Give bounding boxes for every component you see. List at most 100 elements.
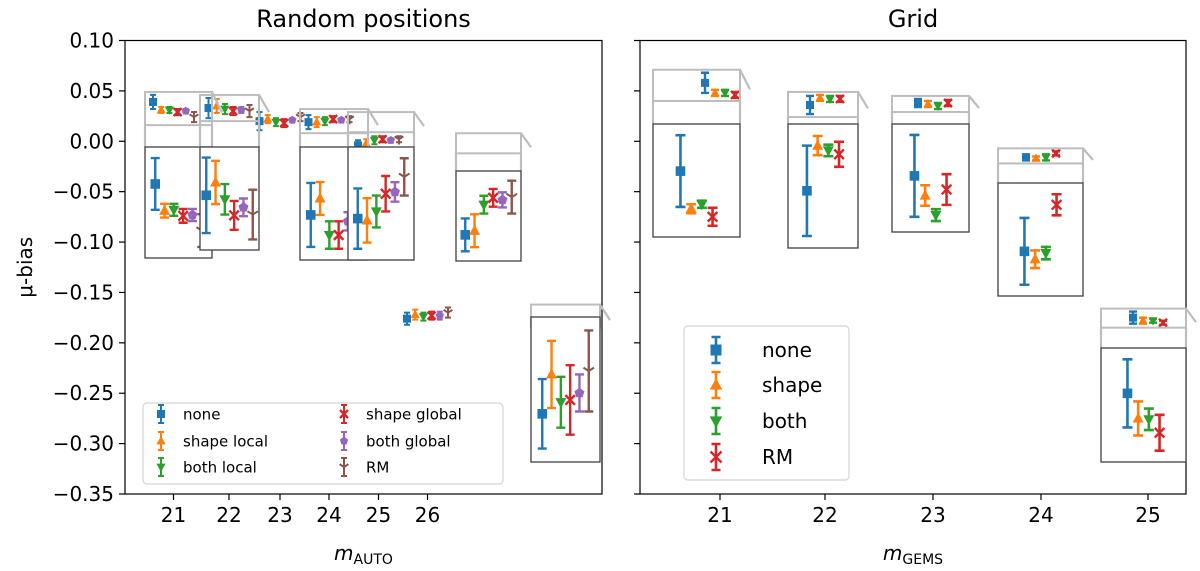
data-point: [923, 98, 933, 108]
zoom-connector: [599, 303, 611, 321]
inset-box: [455, 170, 522, 262]
data-point: [271, 118, 281, 128]
inset-data-point: [1019, 246, 1030, 257]
data-point: [228, 106, 238, 116]
inset-data-point: [555, 398, 567, 409]
data-point: [1138, 315, 1148, 325]
x-tick-label: 23: [267, 503, 292, 527]
inset-data-point: [323, 230, 335, 242]
data-point: [181, 106, 190, 115]
inset-group: [786, 90, 869, 249]
data-point: [377, 134, 388, 145]
data-point: [220, 105, 230, 115]
inset-box: [652, 123, 741, 238]
x-tick-label: 23: [920, 503, 945, 527]
inset-box: [347, 146, 415, 261]
zoom-region: [652, 68, 741, 102]
data-point: [320, 117, 330, 127]
legend-swatch-marker: [710, 344, 722, 356]
data-point: [1158, 317, 1168, 328]
y-tick-label: −0.10: [53, 230, 114, 254]
inset-data-point: [505, 192, 518, 204]
x-tick-label: 24: [316, 503, 341, 527]
x-axis-label-subscript: GEMS: [902, 552, 943, 568]
x-axis-label-m: m: [334, 541, 353, 565]
inset-group: [198, 93, 270, 251]
data-point: [806, 100, 814, 109]
data-point: [1148, 317, 1158, 326]
data-point: [149, 97, 157, 106]
inset-data-point: [1029, 253, 1041, 264]
legend-label: both local: [183, 458, 257, 476]
x-axis-label-subscript: AUTO: [354, 552, 393, 568]
data-point: [835, 94, 845, 104]
inset-data-point: [487, 192, 499, 204]
inset-group: [1099, 307, 1197, 463]
y-tick-label: −0.25: [53, 381, 114, 405]
inset-data-point: [574, 387, 585, 398]
plot-frame: [639, 39, 1187, 495]
data-point: [172, 107, 183, 117]
data-point: [244, 107, 255, 117]
legend-swatch-marker: [156, 463, 166, 472]
panel-grid: Grid mGEMS 21 22 23 24 25 none shape both RM: [634, 5, 1197, 568]
data-point: [815, 92, 825, 102]
data-point: [304, 118, 313, 127]
inset-data-point: [822, 146, 834, 157]
zoom-region: [997, 147, 1084, 165]
inset-data-point: [706, 211, 719, 223]
data-point: [1022, 153, 1030, 162]
inset-data-point: [228, 209, 240, 222]
y-tick-label: 0.05: [69, 79, 114, 103]
legend-frame: [142, 402, 504, 485]
inset-data-point: [246, 210, 259, 221]
data-point: [354, 141, 362, 150]
data-point: [237, 105, 246, 114]
zoom-region: [787, 90, 859, 119]
x-tick-label: 25: [366, 503, 391, 527]
data-point: [418, 313, 428, 322]
inset-data-point: [168, 205, 180, 216]
legend: none shape local both local shape global bot…: [142, 402, 504, 485]
inset-data-point: [1122, 388, 1133, 399]
inset-data-point: [361, 214, 373, 225]
inset-data-point: [1132, 412, 1144, 423]
inset-box: [787, 123, 859, 249]
legend-swatch-marker: [709, 450, 723, 464]
legend-label: RM: [762, 445, 793, 469]
inset-data-point: [685, 202, 697, 213]
x-tick-label: 26: [415, 503, 440, 527]
data-point: [369, 136, 379, 146]
data-point: [426, 310, 437, 321]
main-series-group: [701, 71, 1168, 328]
inset-data-point: [305, 210, 316, 220]
inset-group: [890, 94, 980, 233]
zoom-connector: [968, 95, 980, 109]
zoom-connector: [413, 111, 425, 127]
chart-title-random-positions: Random positions: [256, 5, 471, 33]
data-point: [701, 78, 709, 87]
inset-data-point: [909, 171, 920, 181]
inset-data-point: [919, 189, 931, 200]
data-point: [288, 115, 297, 124]
inset-data-point: [398, 172, 411, 184]
inset-data-point: [1040, 249, 1052, 260]
data-point: [933, 102, 943, 112]
x-tick-label: 22: [216, 503, 241, 527]
inset-data-point: [177, 210, 189, 222]
x-axis-label-m: m: [883, 541, 902, 565]
inset-data-point: [537, 409, 548, 419]
data-point: [328, 114, 338, 124]
inset-group: [346, 111, 425, 261]
inset-data-point: [696, 200, 708, 211]
data-point: [279, 118, 289, 128]
data-point: [361, 138, 371, 147]
inset-group: [651, 68, 751, 238]
data-point: [403, 314, 411, 323]
inset-data-point: [497, 194, 508, 205]
inset-data-point: [150, 179, 161, 189]
legend-frame: [683, 325, 850, 481]
data-point: [1051, 148, 1061, 159]
zoom-connector: [258, 94, 270, 113]
y-tick-label: 0.00: [69, 129, 114, 153]
